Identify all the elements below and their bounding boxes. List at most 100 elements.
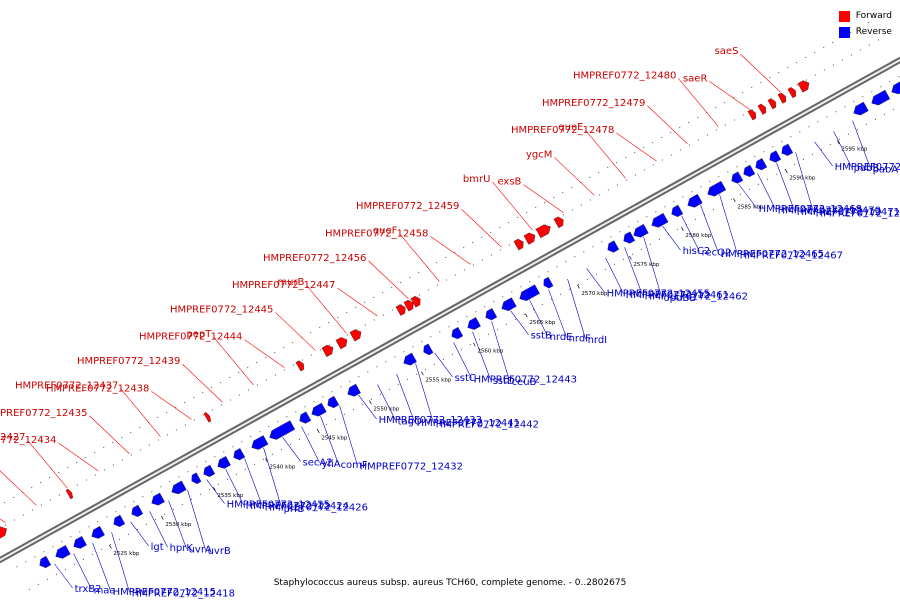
track-dot bbox=[586, 278, 589, 280]
reverse-leader bbox=[852, 120, 871, 169]
track-dot bbox=[580, 204, 583, 206]
track-dot bbox=[898, 76, 900, 78]
track-dot bbox=[460, 348, 462, 350]
forward-leader bbox=[430, 236, 471, 265]
track-dot bbox=[766, 178, 769, 180]
track-dot bbox=[247, 389, 249, 391]
reverse-gene-label: uvrB bbox=[208, 546, 231, 557]
forward-leader bbox=[275, 312, 316, 351]
track-dot bbox=[631, 253, 634, 255]
track-dot bbox=[574, 256, 576, 258]
reverse-leader bbox=[776, 162, 795, 211]
track-dot bbox=[808, 126, 810, 128]
track-dot bbox=[727, 171, 729, 173]
genome-caption: Staphylococcus aureus subsp. aureus TCH6… bbox=[273, 578, 627, 588]
track-dot bbox=[265, 379, 267, 381]
tick-label: 2595 kbp bbox=[841, 147, 867, 153]
track-dot bbox=[238, 371, 240, 374]
track-dot bbox=[379, 393, 381, 395]
reverse-gene bbox=[203, 464, 216, 477]
track-dot bbox=[25, 561, 27, 563]
track-dot bbox=[607, 189, 610, 191]
track-dot bbox=[127, 533, 129, 536]
reverse-gene bbox=[217, 456, 231, 469]
track-dot bbox=[409, 276, 411, 279]
track-dot bbox=[475, 311, 477, 313]
track-dot bbox=[535, 206, 537, 209]
reverse-leader bbox=[73, 553, 92, 590]
track-dot bbox=[508, 244, 510, 246]
track-dot bbox=[655, 211, 657, 213]
track-dot bbox=[865, 123, 868, 125]
track-dot bbox=[340, 386, 342, 388]
tick-label: 2555 kbp bbox=[425, 378, 451, 384]
tick-label: 2550 kbp bbox=[373, 407, 399, 413]
track-dot bbox=[694, 218, 697, 220]
reverse-gene-label: HMPREF0772_12415 bbox=[113, 587, 216, 598]
legend-reverse-label: Reverse bbox=[855, 27, 892, 37]
reverse-gene bbox=[543, 276, 554, 289]
track-dot bbox=[670, 154, 673, 156]
forward-gene bbox=[767, 98, 777, 110]
reverse-leader bbox=[149, 511, 168, 548]
track-dot bbox=[796, 61, 798, 64]
reverse-gene-label: HMPREF0772_12441 bbox=[417, 418, 520, 429]
reverse-gene bbox=[91, 526, 105, 539]
track-dot bbox=[517, 216, 519, 219]
track-dot bbox=[652, 141, 654, 144]
track-dot bbox=[184, 401, 186, 404]
reverse-gene bbox=[403, 352, 417, 366]
track-dot bbox=[439, 331, 441, 333]
track-dot bbox=[700, 186, 702, 188]
tick-label: 2580 kbp bbox=[685, 233, 711, 239]
track-dot bbox=[307, 433, 309, 435]
forward-gene bbox=[553, 216, 564, 229]
forward-gene bbox=[513, 238, 524, 251]
forward-gene-label: saeR bbox=[683, 73, 707, 84]
track-dot bbox=[310, 331, 312, 334]
reverse-leader bbox=[225, 468, 244, 506]
track-dot bbox=[76, 461, 78, 464]
reverse-leader bbox=[130, 521, 149, 546]
forward-gene-label: HMPREF0772_12437 bbox=[15, 381, 118, 392]
track-dot bbox=[268, 426, 270, 428]
tick-mark bbox=[213, 487, 216, 491]
reverse-leader bbox=[529, 299, 548, 337]
track-dot bbox=[418, 294, 420, 296]
track-dot bbox=[505, 323, 507, 325]
track-dot bbox=[745, 161, 747, 163]
track-dot bbox=[541, 303, 544, 305]
reverse-gene-label: maa bbox=[94, 585, 116, 596]
track-dot bbox=[616, 184, 619, 186]
reverse-gene-label: HMPREF0772_12426 bbox=[265, 502, 368, 513]
track-dot bbox=[589, 176, 591, 179]
tick-mark bbox=[109, 544, 112, 549]
reverse-gene bbox=[233, 448, 246, 461]
reverse-leader bbox=[472, 331, 491, 380]
track-dot bbox=[730, 198, 733, 200]
track-dot bbox=[706, 134, 709, 136]
track-dot bbox=[109, 543, 111, 546]
forward-gene bbox=[787, 87, 797, 99]
track-dot bbox=[583, 251, 585, 253]
track-dot bbox=[391, 286, 393, 289]
track-dot bbox=[418, 271, 420, 274]
forward-leader bbox=[306, 285, 347, 334]
track-dot bbox=[445, 279, 447, 281]
track-dot bbox=[301, 359, 303, 361]
track-dot bbox=[157, 416, 159, 419]
reverse-leader bbox=[700, 205, 719, 254]
tick-mark bbox=[369, 400, 372, 405]
tick-mark bbox=[265, 458, 268, 462]
track-dot bbox=[385, 361, 387, 363]
track-dot bbox=[538, 276, 540, 278]
track-dot bbox=[787, 66, 789, 69]
reverse-leader bbox=[586, 268, 605, 293]
track-dot bbox=[436, 284, 438, 286]
track-dot bbox=[349, 381, 351, 383]
axis-ticks: 2525 kbp 2530 kbp 2535 kbp 2540 kbp 2545 kbp… bbox=[109, 140, 868, 557]
track-dot bbox=[616, 161, 618, 164]
track-dot bbox=[331, 391, 333, 393]
track-dot bbox=[550, 298, 553, 300]
reverse-leader bbox=[453, 342, 472, 379]
